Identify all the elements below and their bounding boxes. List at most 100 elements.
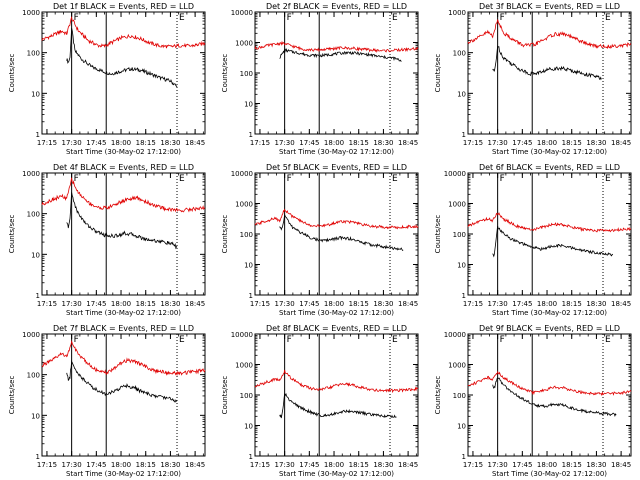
events-series-line [492,377,617,418]
time-marker-label: E [392,174,398,184]
y-axis-label: Counts/sec [8,376,16,415]
plot-frame [41,11,206,135]
x-tick-label: 18:45 [398,300,418,308]
y-tick-label: 100 [240,70,253,78]
x-tick-label: 18:00 [324,139,344,147]
x-tick-label: 17:15 [37,139,57,147]
x-tick-label: 17:15 [463,139,483,147]
y-tick-label: 10 [457,423,466,431]
panel-title: Det 4f BLACK = Events, RED = LLD [53,163,194,172]
x-tick-label: 18:00 [111,300,131,308]
plot-frame [467,11,632,135]
y-tick-label: 10 [244,101,253,109]
plot-frame [254,11,419,135]
y-tick-label: 10000 [444,170,466,178]
y-tick-label: 10000 [231,331,253,339]
y-tick-label: 1 [462,292,466,300]
y-tick-label: 1 [249,131,253,139]
x-tick-label: 17:30 [62,461,82,469]
detector-panel: Det 6f BLACK = Events, RED = LLD 1 10 100 10… [434,163,632,317]
x-axis-label: Start Time (30-May-02 17:12:00) [279,309,394,317]
y-tick-label: 100 [27,211,40,219]
x-tick-label: 17:15 [37,300,57,308]
x-tick-label: 18:00 [324,300,344,308]
y-tick-label: 1 [36,131,40,139]
x-tick-label: 18:45 [185,139,205,147]
y-tick-label: 1 [249,292,253,300]
x-axis-label: Start Time (30-May-02 17:12:00) [279,470,394,478]
y-tick-label: 1 [36,453,40,461]
y-tick-label: 10000 [231,9,253,17]
detector-panel: Det 7f BLACK = Events, RED = LLD 1 10 100 10… [8,324,206,478]
plot-frame [467,333,632,457]
time-marker-label: E [605,335,611,345]
x-tick-label: 18:45 [398,139,418,147]
x-tick-label: 18:30 [586,139,606,147]
detector-panel: Det 4f BLACK = Events, RED = LLD 1 10 100 10… [8,163,206,317]
x-tick-label: 18:30 [373,300,393,308]
time-marker-label: F [500,13,505,23]
y-axis-label: Counts/sec [221,215,229,254]
x-tick-label: 17:30 [62,300,82,308]
detector-panel: Det 2f BLACK = Events, RED = LLD 1 10 100 10… [221,2,419,156]
x-axis-label: Start Time (30-May-02 17:12:00) [492,148,607,156]
x-axis-label: Start Time (30-May-02 17:12:00) [492,309,607,317]
y-tick-label: 1000 [22,170,40,178]
events-series-line [279,392,397,419]
x-tick-label: 18:15 [562,461,582,469]
lld-series-line [254,208,419,230]
x-tick-label: 17:30 [488,300,508,308]
y-axis-label: Counts/sec [8,54,16,93]
y-axis-label: Counts/sec [8,215,16,254]
x-tick-label: 18:00 [537,300,557,308]
x-tick-label: 18:30 [160,139,180,147]
panel-title: Det 2f BLACK = Events, RED = LLD [266,2,407,11]
time-marker-label: F [500,335,505,345]
panel-title: Det 6f BLACK = Events, RED = LLD [479,163,620,172]
y-tick-label: 1000 [22,9,40,17]
x-tick-label: 18:15 [349,300,369,308]
y-tick-label: 10 [457,90,466,98]
x-tick-label: 17:30 [275,139,295,147]
panel-title: Det 1f BLACK = Events, RED = LLD [53,2,194,11]
y-tick-label: 1000 [235,362,253,370]
time-marker-label: E [605,13,611,23]
y-tick-label: 10 [31,251,40,259]
y-tick-label: 100 [27,50,40,58]
time-marker-label: F [74,335,79,345]
y-tick-label: 1000 [448,362,466,370]
lld-series-line [254,369,419,394]
y-tick-label: 1 [36,292,40,300]
detector-panel: Det 5f BLACK = Events, RED = LLD 1 10 100 10… [221,163,419,317]
x-tick-label: 17:15 [463,300,483,308]
x-tick-label: 17:15 [250,461,270,469]
x-tick-label: 18:45 [611,461,631,469]
x-tick-label: 18:30 [160,300,180,308]
y-axis-label: Counts/sec [434,376,442,415]
x-tick-label: 18:30 [160,461,180,469]
y-axis-label: Counts/sec [434,54,442,93]
y-tick-label: 10 [31,90,40,98]
x-tick-label: 17:30 [488,461,508,469]
x-tick-label: 17:45 [86,461,106,469]
events-series-line [492,45,602,81]
plot-frame [467,172,632,296]
x-tick-label: 18:15 [136,461,156,469]
time-marker-label: E [179,335,185,345]
x-tick-label: 18:15 [562,300,582,308]
y-tick-label: 10 [31,412,40,420]
events-series-line [66,360,178,403]
y-axis-label: Counts/sec [221,54,229,93]
x-tick-label: 17:45 [299,300,319,308]
detector-panel: Det 1f BLACK = Events, RED = LLD 1 10 100 10… [8,2,206,156]
x-tick-label: 17:30 [275,300,295,308]
lld-series-line [467,212,632,233]
x-tick-label: 18:15 [349,139,369,147]
y-tick-label: 100 [453,231,466,239]
lld-series-line [41,15,206,49]
detector-panel: Det 8f BLACK = Events, RED = LLD 1 10 100 10… [221,324,419,478]
y-tick-label: 10 [244,423,253,431]
x-tick-label: 17:15 [250,300,270,308]
x-tick-label: 17:15 [250,139,270,147]
y-tick-label: 1 [462,453,466,461]
